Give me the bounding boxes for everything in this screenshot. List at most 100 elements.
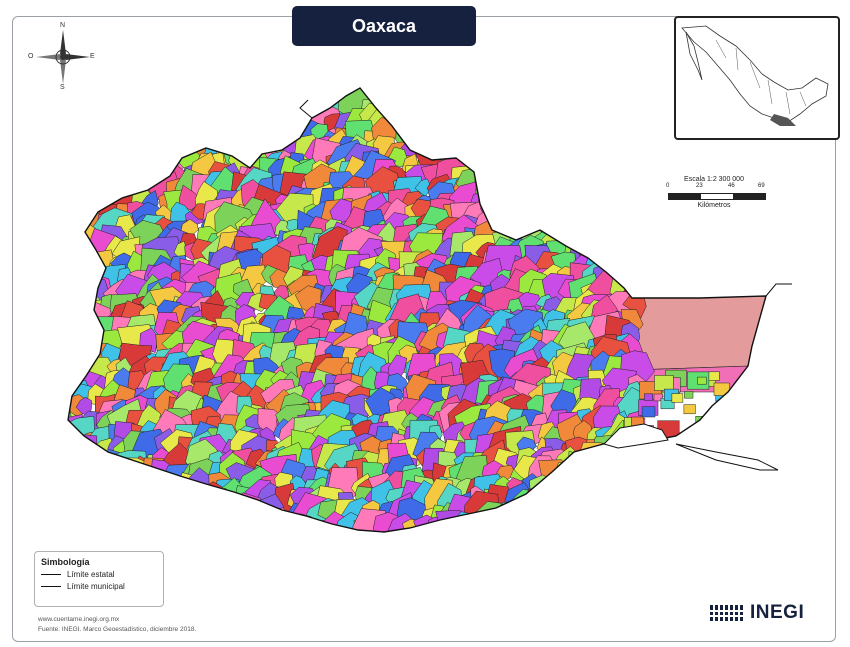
municipality bbox=[626, 274, 640, 292]
municipality bbox=[68, 461, 75, 480]
municipality bbox=[571, 205, 604, 248]
municipality bbox=[501, 153, 533, 181]
municipality bbox=[462, 88, 492, 111]
municipality bbox=[623, 166, 641, 184]
municipality bbox=[394, 92, 424, 128]
scale-tick: 23 bbox=[696, 183, 703, 189]
municipality bbox=[517, 514, 542, 532]
municipality bbox=[68, 170, 79, 206]
municipality bbox=[496, 185, 517, 209]
municipality bbox=[435, 509, 475, 532]
municipality bbox=[298, 518, 325, 532]
municipality bbox=[324, 88, 352, 91]
municipality bbox=[159, 115, 194, 155]
municipality bbox=[539, 88, 574, 93]
municipality bbox=[570, 98, 590, 121]
legend-title: Simbología bbox=[41, 557, 90, 567]
municipality bbox=[605, 457, 635, 491]
scale-tick: 46 bbox=[728, 183, 735, 189]
municipality bbox=[671, 393, 684, 403]
municipality bbox=[573, 91, 610, 135]
municipality bbox=[540, 151, 563, 176]
municipality bbox=[584, 88, 604, 105]
municipality bbox=[187, 509, 230, 532]
municipality bbox=[612, 88, 648, 131]
municipality bbox=[154, 149, 176, 172]
municipality bbox=[529, 88, 556, 111]
municipality bbox=[591, 468, 624, 501]
municipality bbox=[75, 128, 100, 157]
municipality bbox=[221, 502, 242, 527]
municipality bbox=[522, 102, 540, 118]
municipality bbox=[486, 174, 530, 210]
municipality bbox=[501, 188, 536, 223]
municipality bbox=[537, 137, 565, 167]
municipality bbox=[503, 506, 525, 523]
municipality bbox=[684, 391, 694, 399]
municipality bbox=[550, 113, 568, 129]
municipality bbox=[292, 88, 315, 114]
municipality bbox=[570, 175, 595, 203]
municipality bbox=[68, 191, 74, 219]
municipality bbox=[603, 109, 631, 133]
municipality bbox=[94, 119, 111, 133]
municipality bbox=[117, 498, 137, 524]
municipality bbox=[223, 492, 263, 529]
compass-west: O bbox=[28, 53, 34, 60]
municipality bbox=[157, 96, 198, 131]
municipality bbox=[653, 393, 663, 402]
municipality bbox=[222, 88, 244, 110]
municipality bbox=[576, 157, 608, 195]
municipality bbox=[721, 441, 736, 454]
municipality bbox=[519, 88, 539, 91]
municipality bbox=[556, 201, 583, 229]
footer-url[interactable]: www.cuentame.inegi.org.mx bbox=[38, 616, 120, 623]
municipality bbox=[242, 102, 269, 126]
municipality bbox=[238, 88, 272, 99]
municipality bbox=[555, 217, 579, 238]
municipality bbox=[159, 493, 173, 513]
municipality bbox=[683, 404, 696, 415]
municipality bbox=[390, 88, 406, 101]
municipality bbox=[568, 508, 602, 532]
scale-bar: Escala 1:2 300 000 0 23 46 69 Kilómetros bbox=[664, 176, 774, 220]
municipality bbox=[68, 441, 76, 478]
municipality bbox=[207, 96, 233, 120]
municipality bbox=[261, 91, 282, 109]
municipality bbox=[622, 88, 652, 111]
municipality bbox=[68, 179, 90, 221]
municipality bbox=[610, 211, 659, 249]
municipality bbox=[528, 136, 562, 169]
municipality bbox=[548, 181, 569, 200]
municipality bbox=[97, 516, 137, 532]
municipality bbox=[383, 101, 400, 119]
municipality bbox=[470, 105, 487, 123]
municipality bbox=[713, 382, 730, 396]
municipality bbox=[529, 122, 559, 150]
municipality bbox=[586, 144, 634, 189]
municipality bbox=[86, 477, 107, 497]
scale-label: Escala 1:2 300 000 bbox=[684, 176, 744, 183]
municipality bbox=[191, 487, 235, 526]
municipality bbox=[618, 503, 647, 531]
municipality bbox=[516, 155, 538, 172]
municipality bbox=[620, 113, 642, 136]
municipality bbox=[414, 178, 432, 197]
municipality bbox=[220, 107, 249, 134]
municipality bbox=[198, 108, 230, 141]
municipality bbox=[103, 105, 126, 135]
municipality bbox=[463, 126, 493, 151]
municipality bbox=[627, 481, 643, 498]
municipality bbox=[591, 502, 625, 532]
municipality bbox=[614, 172, 654, 213]
municipality bbox=[107, 487, 125, 505]
municipality bbox=[566, 136, 594, 157]
municipality bbox=[556, 149, 575, 170]
municipality bbox=[68, 211, 84, 247]
municipality bbox=[217, 101, 244, 128]
municipality bbox=[71, 88, 99, 113]
municipality bbox=[605, 88, 633, 99]
municipality bbox=[461, 113, 480, 131]
municipality bbox=[245, 511, 275, 532]
municipality bbox=[132, 491, 155, 521]
